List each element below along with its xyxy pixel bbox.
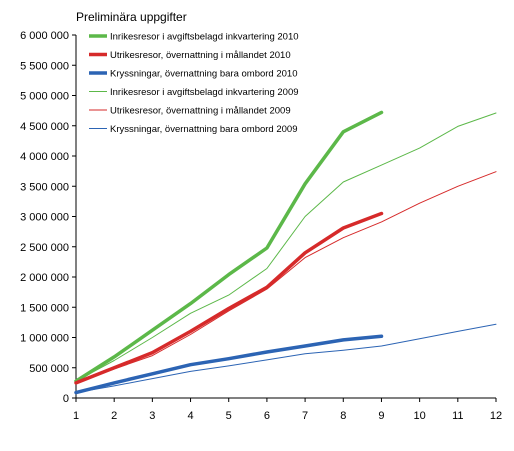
- legend-label: Kryssningar, övernattning bara ombord 20…: [110, 69, 297, 80]
- y-tick-label: 5 500 000: [20, 60, 69, 72]
- axes: 0 500 000 1 000 000 1 500 000 2 000 000 2 500…: [20, 30, 502, 422]
- legend-label: Utrikesresor, övernattning i mållandet 2…: [110, 106, 291, 117]
- x-tick-label: 1: [73, 410, 79, 422]
- x-tick-label: 12: [490, 410, 502, 422]
- series-line: [75, 171, 497, 384]
- x-tick-label: 5: [226, 410, 232, 422]
- x-tick-label: 3: [149, 410, 155, 422]
- y-tick-label: 4 000 000: [20, 151, 69, 163]
- y-tick-label: 1 000 000: [20, 333, 69, 345]
- x-tick-label: 7: [302, 410, 308, 422]
- y-tick-label: 1 500 000: [20, 302, 69, 314]
- series-line: [74, 110, 384, 383]
- y-tick-label: 5 000 000: [20, 91, 69, 103]
- series-line: [75, 112, 497, 382]
- x-tick-label: 2: [111, 410, 117, 422]
- x-tick-label: 8: [340, 410, 346, 422]
- y-tick-label: 500 000: [29, 363, 69, 375]
- y-tick-label: 4 500 000: [20, 121, 69, 133]
- y-tick-label: 3 500 000: [20, 181, 69, 193]
- series-line: [74, 211, 384, 385]
- y-tick-label: 2 000 000: [20, 272, 69, 284]
- legend-label: Utrikesresor, övernattning i mållandet 2…: [110, 50, 291, 61]
- x-tick-label: 9: [378, 410, 384, 422]
- legend-label: Inrikesresor i avgiftsbelagd inkvarterin…: [110, 32, 299, 43]
- chart-subtitle: Preliminära uppgifter: [76, 10, 187, 24]
- series-line: [75, 323, 497, 394]
- x-tick-label: 4: [187, 410, 193, 422]
- x-tick-label: 10: [414, 410, 426, 422]
- legend-label: Inrikesresor i avgiftsbelagd inkvarterin…: [110, 87, 299, 98]
- y-tick-label: 6 000 000: [20, 30, 69, 42]
- y-tick-label: 2 500 000: [20, 242, 69, 254]
- x-tick-label: 6: [264, 410, 270, 422]
- series-layer: [74, 110, 497, 395]
- legend-label: Kryssningar, övernattning bara ombord 20…: [110, 124, 297, 135]
- series-line: [74, 334, 384, 395]
- y-tick-label: 3 000 000: [20, 212, 69, 224]
- x-tick-label: 11: [452, 410, 463, 422]
- legend: Inrikesresor i avgiftsbelagd inkvarterin…: [89, 32, 299, 135]
- y-tick-label: 0: [63, 393, 69, 405]
